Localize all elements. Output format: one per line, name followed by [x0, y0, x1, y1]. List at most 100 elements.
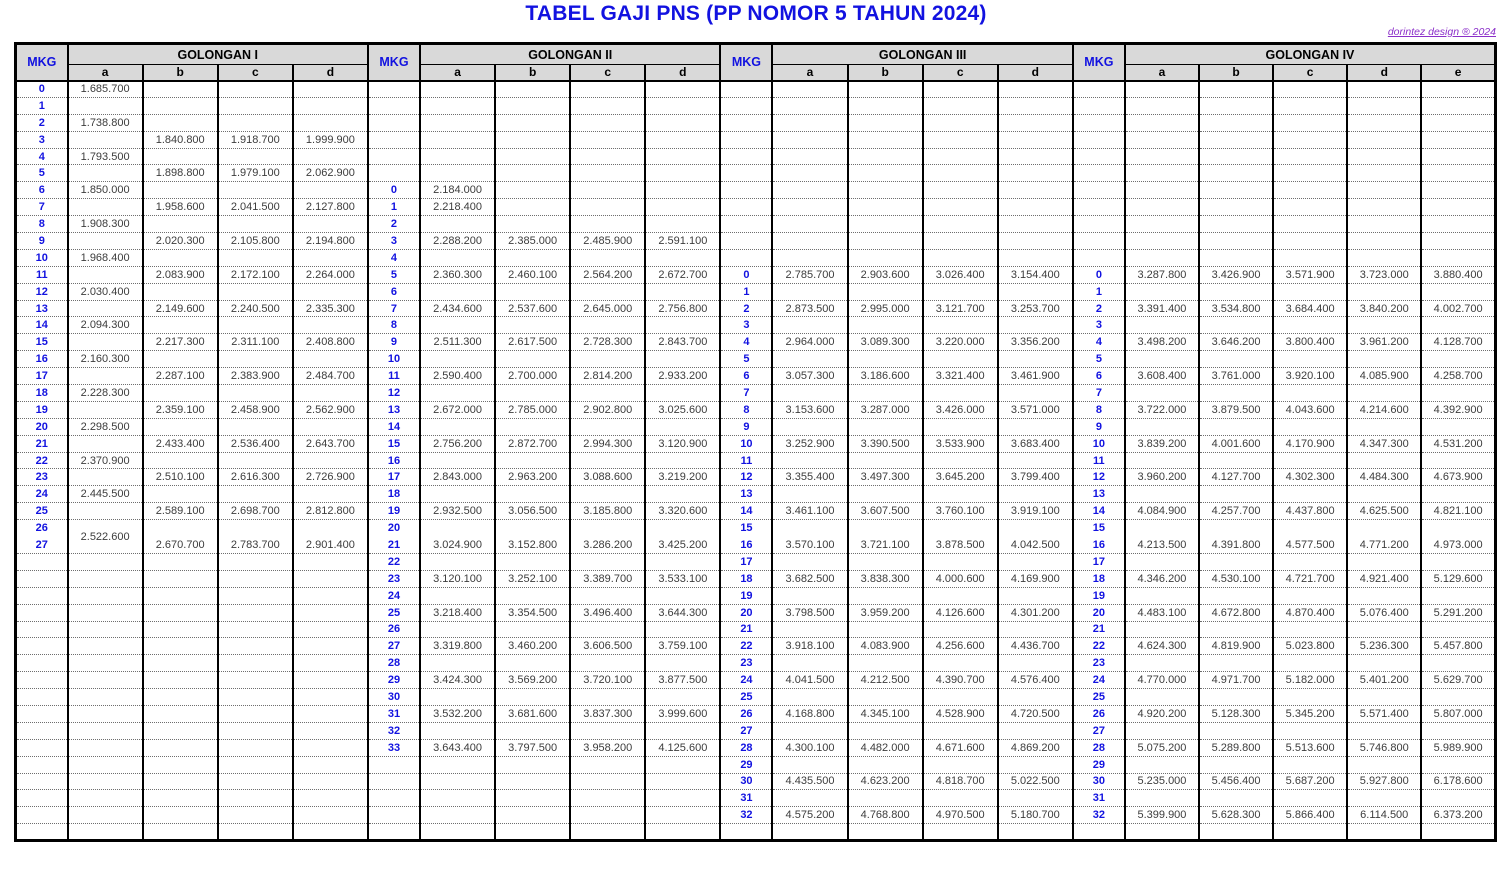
salary-cell: 1.898.800 — [141, 164, 218, 183]
salary-cell — [1346, 621, 1422, 639]
mkg-cell: 16 — [719, 536, 773, 554]
mkg-cell: 23 — [1071, 654, 1125, 673]
salary-cell: 2.184.000 — [418, 181, 496, 200]
table-row: 18 2.228.300 12 7 7 — [14, 384, 1496, 402]
salary-cell — [996, 452, 1073, 470]
salary-cell — [291, 570, 368, 588]
salary-cell: 2.484.700 — [291, 367, 368, 386]
mkg-header-2: MKG — [366, 43, 420, 82]
salary-cell — [1420, 283, 1496, 301]
salary-cell: 2.700.000 — [494, 367, 571, 386]
salary-cell: 4.531.200 — [1420, 435, 1496, 453]
salary-cell — [996, 164, 1073, 183]
salary-cell — [494, 418, 571, 436]
mkg-cell: 4 — [719, 333, 773, 352]
salary-cell: 3.319.800 — [418, 637, 496, 656]
mkg-cell: 31 — [1071, 789, 1125, 808]
mkg-cell: 22 — [14, 452, 68, 470]
salary-cell: 2.698.700 — [216, 502, 293, 521]
mkg-cell: 7 — [1071, 384, 1125, 402]
salary-cell — [569, 418, 646, 436]
salary-cell — [1272, 283, 1348, 301]
salary-cell — [1123, 722, 1199, 740]
salary-cell: 4.869.200 — [996, 739, 1073, 757]
salary-cell — [771, 587, 848, 605]
salary-cell: 3.645.200 — [921, 468, 998, 487]
col-header-c: c — [1272, 64, 1348, 82]
salary-cell — [644, 215, 721, 234]
salary-cell — [291, 181, 368, 200]
salary-cell — [1123, 283, 1199, 301]
salary-cell: 4.170.900 — [1272, 435, 1348, 453]
salary-cell — [1420, 553, 1496, 571]
salary-cell — [644, 823, 721, 841]
salary-cell: 2.964.000 — [771, 333, 848, 352]
salary-cell: 4.169.900 — [996, 570, 1073, 588]
salary-cell — [996, 519, 1073, 537]
mkg-cell: 25 — [14, 502, 68, 521]
salary-cell: 2.590.400 — [418, 367, 496, 386]
mkg-cell: 0 — [1071, 266, 1125, 284]
salary-cell — [921, 198, 998, 217]
salary-cell — [418, 722, 496, 740]
salary-cell — [1272, 249, 1348, 267]
mkg-cell: 16 — [14, 350, 68, 369]
salary-cell — [141, 806, 218, 825]
salary-cell: 1.958.600 — [141, 198, 218, 217]
mkg-cell: 11 — [1071, 452, 1125, 470]
salary-cell: 5.289.800 — [1197, 739, 1274, 757]
salary-cell — [66, 671, 143, 690]
salary-cell — [1346, 232, 1422, 250]
salary-cell — [1420, 519, 1496, 537]
salary-cell: 4.301.200 — [996, 604, 1073, 622]
salary-cell — [1346, 452, 1422, 470]
salary-cell — [846, 215, 923, 234]
salary-cell: 3.919.100 — [996, 502, 1073, 521]
salary-cell: 3.607.500 — [846, 502, 923, 521]
salary-cell — [846, 553, 923, 571]
mkg-cell: 27 — [14, 536, 68, 554]
mkg-cell: 19 — [14, 401, 68, 419]
salary-cell: 3.253.700 — [996, 300, 1073, 318]
mkg-cell: 11 — [719, 452, 773, 470]
salary-cell: 2.240.500 — [216, 300, 293, 318]
salary-cell — [141, 773, 218, 791]
salary-cell: 4.085.900 — [1346, 367, 1422, 386]
salary-cell: 2.149.600 — [141, 300, 218, 318]
mkg-cell — [1071, 232, 1125, 250]
salary-cell — [1420, 198, 1496, 217]
salary-cell: 3.606.500 — [569, 637, 646, 656]
salary-cell: 2.814.200 — [569, 367, 646, 386]
mkg-cell: 27 — [1071, 722, 1125, 740]
mkg-cell: 30 — [1071, 773, 1125, 791]
salary-cell: 2.218.400 — [418, 198, 496, 217]
salary-cell — [996, 553, 1073, 571]
salary-cell — [291, 806, 368, 825]
salary-cell: 2.510.100 — [141, 468, 218, 487]
salary-cell — [569, 249, 646, 267]
mkg-cell: 20 — [1071, 604, 1125, 622]
salary-cell — [1272, 316, 1348, 335]
salary-cell: 4.002.700 — [1420, 300, 1496, 318]
salary-cell: 4.530.100 — [1197, 570, 1274, 588]
salary-cell: 3.120.100 — [418, 570, 496, 588]
salary-cell — [494, 148, 571, 166]
salary-cell — [921, 452, 998, 470]
salary-cell — [216, 722, 293, 740]
salary-cell — [418, 519, 496, 537]
salary-cell: 3.799.400 — [996, 468, 1073, 487]
mkg-cell: 24 — [1071, 671, 1125, 690]
salary-cell: 4.435.500 — [771, 773, 848, 791]
mkg-cell — [14, 789, 68, 808]
salary-cell — [291, 823, 368, 841]
salary-cell: 5.456.400 — [1197, 773, 1274, 791]
salary-cell — [418, 80, 496, 98]
salary-cell — [494, 164, 571, 183]
salary-cell — [1420, 621, 1496, 639]
table-row: 15 2.217.300 2.311.100 2.408.800 9 2.511.300 2… — [14, 333, 1496, 352]
salary-cell — [1197, 823, 1274, 841]
salary-cell — [1420, 350, 1496, 369]
salary-cell — [1346, 384, 1422, 402]
salary-cell: 4.721.700 — [1272, 570, 1348, 588]
salary-cell — [418, 97, 496, 115]
